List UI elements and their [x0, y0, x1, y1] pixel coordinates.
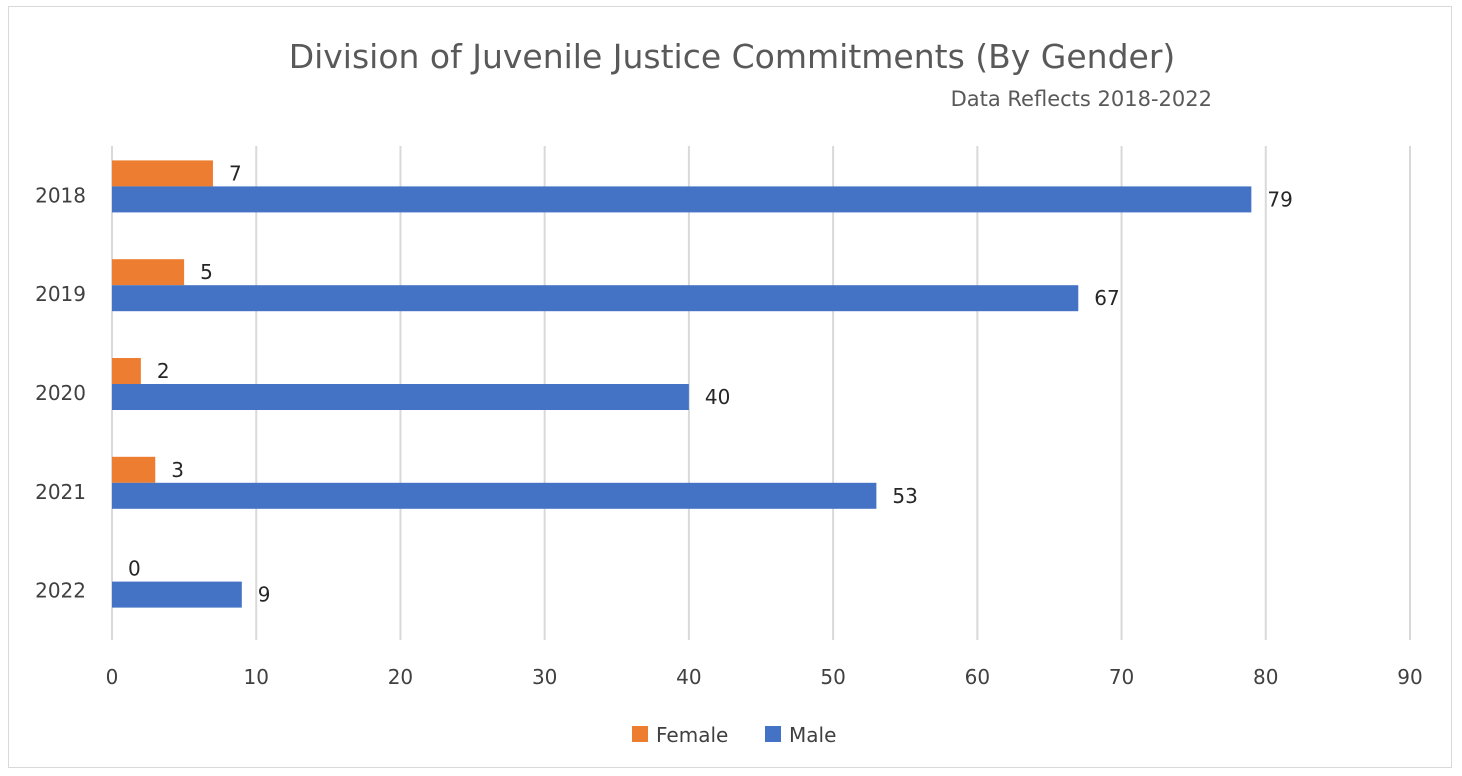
x-tick-label: 20 — [388, 665, 413, 689]
legend-swatch-male — [765, 726, 781, 742]
data-label-female-2018: 7 — [229, 161, 242, 185]
y-tick-label: 2019 — [35, 282, 86, 306]
data-label-female-2020: 2 — [157, 359, 170, 383]
bar-female-2020 — [112, 358, 141, 384]
x-tick-label: 50 — [820, 665, 845, 689]
bar-female-2018 — [112, 160, 213, 187]
x-tick-label: 40 — [676, 665, 701, 689]
y-axis: 2018 2019 2020 2021 2022 — [35, 183, 86, 602]
chart-subtitle: Data Reflects 2018-2022 — [951, 87, 1212, 111]
x-tick-label: 0 — [106, 665, 119, 689]
bar-male-2019 — [112, 285, 1079, 312]
data-label-male-2021: 53 — [892, 484, 917, 508]
legend-swatch-female — [632, 726, 648, 742]
data-label-female-2021: 3 — [171, 458, 184, 482]
x-tick-label: 10 — [243, 665, 268, 689]
x-tick-label: 90 — [1397, 665, 1422, 689]
y-tick-label: 2018 — [35, 183, 86, 207]
bar-male-2020 — [112, 384, 689, 410]
y-tick-label: 2022 — [35, 579, 86, 603]
bars: 7 79 5 67 2 40 3 53 0 9 — [112, 160, 1293, 608]
data-label-male-2018: 79 — [1267, 187, 1292, 211]
gridlines — [111, 146, 1411, 640]
bar-male-2018 — [112, 186, 1252, 213]
chart-title: Division of Juvenile Justice Commitments… — [289, 37, 1176, 76]
data-label-male-2022: 9 — [258, 583, 271, 607]
bar-male-2021 — [112, 482, 877, 509]
x-tick-label: 70 — [1109, 665, 1134, 689]
bar-female-2019 — [112, 259, 185, 286]
legend-label-female: Female — [656, 723, 728, 747]
data-label-female-2022: 0 — [128, 557, 141, 581]
x-tick-label: 60 — [965, 665, 990, 689]
y-tick-label: 2021 — [35, 480, 86, 504]
data-label-male-2020: 40 — [705, 385, 730, 409]
x-axis: 0 10 20 30 40 50 60 70 80 90 — [106, 665, 1423, 689]
data-label-male-2019: 67 — [1094, 286, 1119, 310]
bar-female-2021 — [112, 456, 156, 483]
x-tick-label: 80 — [1253, 665, 1278, 689]
bar-male-2022 — [112, 581, 242, 608]
x-tick-label: 30 — [532, 665, 557, 689]
legend-label-male: Male — [789, 723, 836, 747]
data-label-female-2019: 5 — [200, 260, 213, 284]
legend: Female Male — [632, 723, 836, 747]
y-tick-label: 2020 — [35, 381, 86, 405]
